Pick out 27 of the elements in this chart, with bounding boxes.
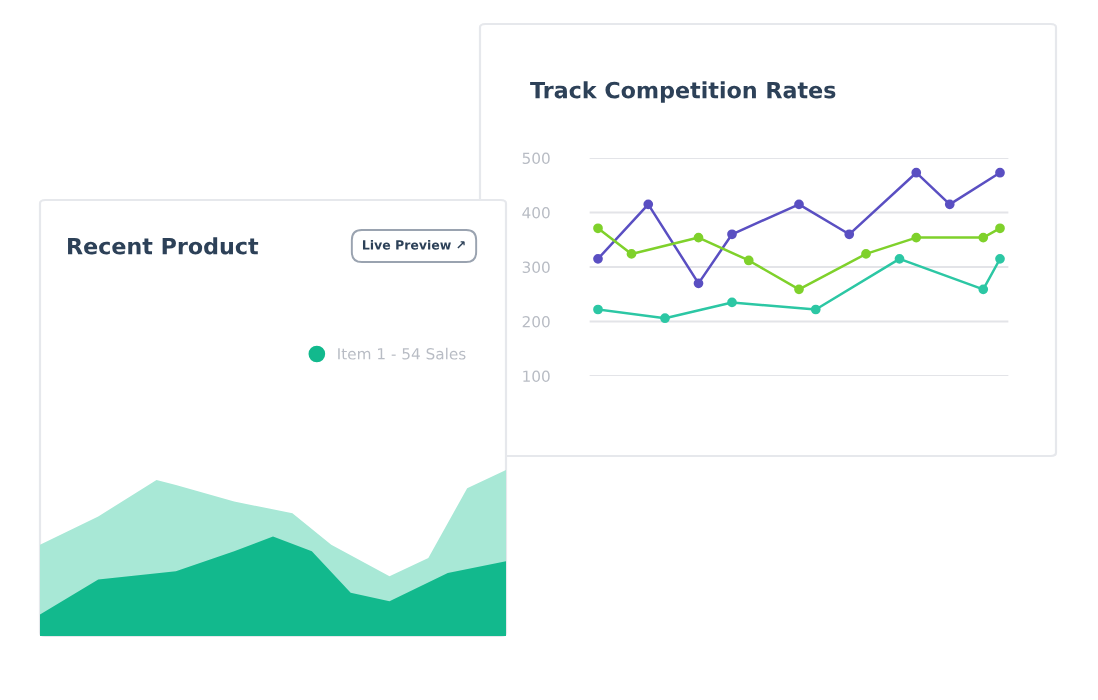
point xyxy=(978,284,989,295)
point xyxy=(844,229,855,240)
point xyxy=(593,304,603,315)
point xyxy=(894,253,905,264)
point xyxy=(911,232,922,243)
point xyxy=(593,253,603,264)
point xyxy=(794,284,804,295)
point xyxy=(911,167,922,178)
point xyxy=(593,223,603,234)
point xyxy=(978,232,989,243)
point xyxy=(727,297,737,308)
point xyxy=(810,304,821,315)
point xyxy=(794,199,804,210)
chart-title: Recent Product xyxy=(68,237,259,255)
point xyxy=(693,232,704,243)
point xyxy=(643,199,654,210)
point xyxy=(944,199,955,210)
chart-title: Track Competition Rates xyxy=(530,81,836,103)
point xyxy=(995,223,1005,234)
point xyxy=(660,313,670,324)
point xyxy=(743,255,754,266)
point xyxy=(995,167,1005,178)
point xyxy=(727,229,737,240)
point xyxy=(995,253,1005,264)
point xyxy=(626,249,637,259)
point xyxy=(693,278,704,289)
point xyxy=(861,249,871,259)
